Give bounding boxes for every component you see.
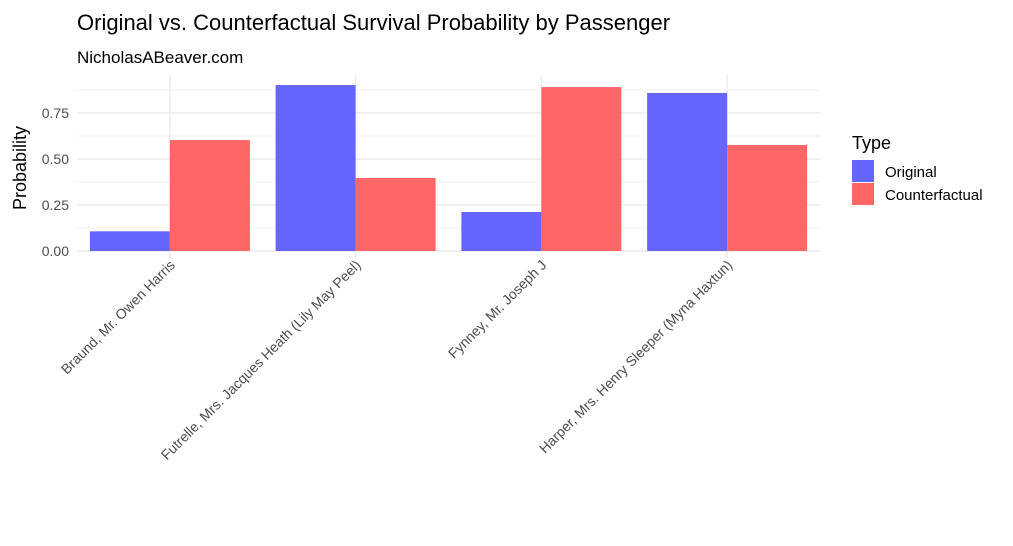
legend-label-original: Original xyxy=(885,164,937,181)
y-tick-label: 0.00 xyxy=(42,243,69,259)
x-tick-label: Fynney, Mr. Joseph J xyxy=(445,257,550,362)
y-tick-label: 0.75 xyxy=(42,105,69,121)
bar-original xyxy=(275,85,356,251)
legend: Type Original Counterfactual xyxy=(852,133,983,205)
x-tick-label: Futrelle, Mrs. Jacques Heath (Lily May P… xyxy=(158,257,364,463)
bar-counterfactual xyxy=(541,87,622,251)
y-axis-label: Probability xyxy=(10,126,30,210)
y-tick-label: 0.50 xyxy=(42,151,69,167)
chart-subtitle: NicholasABeaver.com xyxy=(77,48,243,67)
bar-original xyxy=(461,211,542,251)
x-tick-label: Harper, Mrs. Henry Sleeper (Myna Haxtun) xyxy=(536,257,735,456)
y-axis-ticks: 0.00 0.25 0.50 0.75 xyxy=(42,105,69,259)
bar-original xyxy=(89,231,170,251)
bar-counterfactual xyxy=(169,140,250,251)
x-tick-label: Braund, Mr. Owen Harris xyxy=(58,257,178,377)
bars xyxy=(89,85,808,251)
legend-swatch-original xyxy=(852,160,874,182)
legend-label-counterfactual: Counterfactual xyxy=(885,187,983,204)
chart-title: Original vs. Counterfactual Survival Pro… xyxy=(77,10,670,35)
legend-title: Type xyxy=(852,133,891,153)
bar-original xyxy=(647,92,728,251)
legend-swatch-counterfactual xyxy=(852,183,874,205)
y-tick-label: 0.25 xyxy=(42,197,69,213)
bar-counterfactual xyxy=(727,145,808,251)
bar-counterfactual xyxy=(355,177,436,251)
